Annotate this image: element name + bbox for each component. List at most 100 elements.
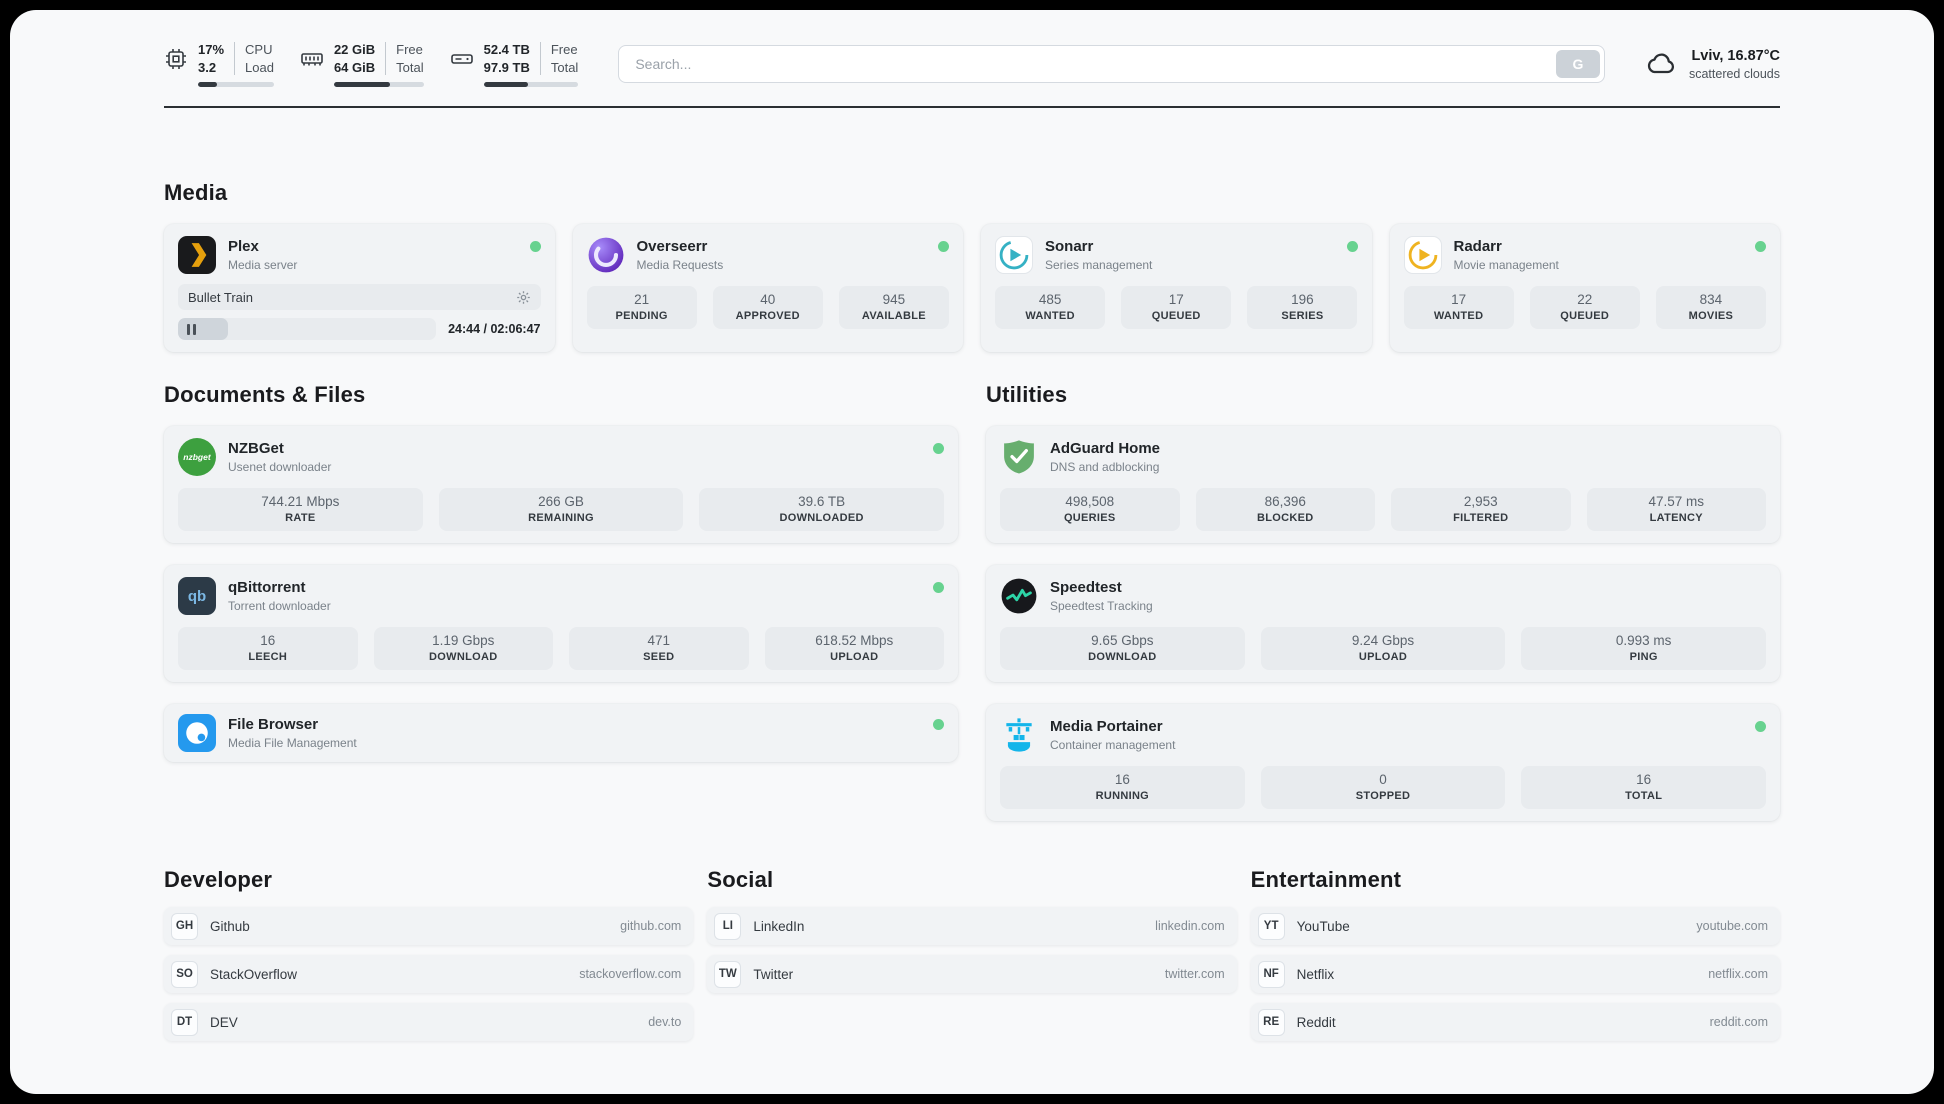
app-card-radarr[interactable]: Radarr Movie management 17 WANTED 22 QUE… — [1389, 224, 1780, 352]
stat-label: LATENCY — [1649, 512, 1703, 524]
stat-queued: 17 QUEUED — [1121, 286, 1232, 329]
stat-ping: 0.993 ms PING — [1521, 627, 1766, 670]
filebrowser-icon — [178, 714, 216, 752]
app-subtitle: Media File Management — [228, 736, 357, 750]
app-card-qbittorrent[interactable]: qb qBittorrent Torrent downloader 16 LEE… — [164, 565, 958, 682]
disk-progress-bar — [483, 81, 579, 87]
bookmark-url: youtube.com — [1696, 919, 1768, 933]
stat-wanted: 17 WANTED — [1403, 286, 1514, 329]
status-dot — [933, 719, 944, 730]
bookmark-reddit[interactable]: RE Reddit reddit.com — [1250, 1003, 1780, 1041]
ram-icon — [300, 42, 324, 71]
bookmark-github[interactable]: GH Github github.com — [164, 907, 694, 945]
search-input[interactable] — [623, 56, 1556, 72]
stat-queries: 498,508 QUERIES — [1000, 488, 1180, 531]
app-subtitle: Usenet downloader — [228, 460, 332, 474]
overseerr-icon — [587, 236, 625, 274]
stat-label: QUEUED — [1151, 310, 1201, 322]
stat-value: 0.993 ms — [1615, 633, 1672, 648]
app-card-adguard[interactable]: AdGuard Home DNS and adblocking 498,508 … — [986, 426, 1780, 543]
weather-condition: scattered clouds — [1688, 66, 1780, 81]
search-engine-button[interactable]: G — [1555, 50, 1600, 78]
bookmark-netflix[interactable]: NF Netflix netflix.com — [1250, 955, 1780, 993]
stat-value: 9.65 Gbps — [1091, 633, 1154, 648]
stat-running: 16 RUNNING — [1000, 766, 1245, 809]
gear-icon[interactable] — [516, 290, 531, 305]
stat-label: DOWNLOADED — [779, 512, 864, 524]
portainer-icon — [1000, 716, 1038, 754]
bookmark-youtube[interactable]: YT YouTube youtube.com — [1250, 907, 1780, 945]
stat-value: 16 — [1114, 772, 1130, 787]
stat-value: 744.21 Mbps — [261, 494, 340, 509]
stat-value: 485 — [1038, 292, 1062, 307]
app-subtitle: Container management — [1050, 738, 1176, 752]
header-bar: 17% 3.2 CPU Load — [164, 36, 1780, 92]
cpu-load-value: 3.2 — [198, 59, 217, 75]
stat-value: 0 — [1379, 772, 1387, 787]
stat-label: WANTED — [1025, 310, 1075, 322]
stat-label: QUERIES — [1063, 512, 1116, 524]
stat-filtered: 2,953 FILTERED — [1391, 488, 1571, 531]
app-name: Plex — [228, 238, 259, 255]
bookmark-stackoverflow[interactable]: SO StackOverflow stackoverflow.com — [164, 955, 694, 993]
cpu-label: CPU — [245, 41, 273, 57]
bookmark-name: StackOverflow — [210, 966, 298, 982]
app-name: Media Portainer — [1050, 718, 1163, 735]
stat-label: UPLOAD — [830, 651, 879, 663]
weather-widget: Lviv, 16.87°C scattered clouds — [1645, 48, 1780, 81]
bookmark-name: Reddit — [1296, 1014, 1336, 1030]
status-dot — [933, 582, 944, 593]
stat-value: 266 GB — [538, 494, 584, 509]
stat-value: 17 — [1451, 292, 1467, 307]
twitter-icon: TW — [714, 960, 742, 988]
stat-pending: 21 PENDING — [586, 286, 697, 329]
app-subtitle: Speedtest Tracking — [1050, 599, 1153, 613]
app-name: Overseerr — [636, 238, 708, 255]
app-card-speedtest[interactable]: Speedtest Speedtest Tracking 9.65 Gbps D… — [986, 565, 1780, 682]
stat-value: 39.6 TB — [798, 494, 846, 509]
stat-value: 834 — [1699, 292, 1723, 307]
stat-label: FILTERED — [1453, 512, 1509, 524]
bookmark-name: Netflix — [1296, 966, 1335, 982]
stat-value: 16 — [1636, 772, 1652, 787]
bookmark-dev[interactable]: DT DEV dev.to — [164, 1003, 694, 1041]
cloud-icon — [1645, 48, 1677, 80]
app-card-nzbget[interactable]: nzbget NZBGet Usenet downloader 744.21 M… — [164, 426, 958, 543]
speedtest-icon — [1000, 577, 1038, 615]
stat-rate: 744.21 Mbps RATE — [178, 488, 423, 531]
bookmark-url: twitter.com — [1164, 967, 1225, 981]
disk-total-label: Total — [550, 59, 579, 75]
metric-divider — [385, 41, 387, 75]
app-name: Radarr — [1453, 238, 1502, 255]
app-subtitle: Movie management — [1453, 258, 1559, 272]
bookmark-url: dev.to — [648, 1015, 682, 1029]
bookmark-linkedin[interactable]: LI LinkedIn linkedin.com — [707, 907, 1237, 945]
nzbget-icon: nzbget — [178, 438, 216, 476]
app-card-sonarr[interactable]: Sonarr Series management 485 WANTED 17 Q… — [981, 224, 1372, 352]
youtube-icon: YT — [1257, 912, 1285, 940]
app-name: Sonarr — [1045, 238, 1094, 255]
section-developer: Developer GH Github github.com SO StackO… — [164, 867, 694, 1041]
stat-value: 21 — [634, 292, 650, 307]
app-name: qBittorrent — [228, 579, 306, 596]
section-title-developer: Developer — [164, 867, 273, 892]
stat-value: 2,953 — [1463, 494, 1498, 509]
dashboard-window: 17% 3.2 CPU Load — [10, 10, 1934, 1094]
app-card-plex[interactable]: Plex Media server Bullet Train — [164, 224, 555, 352]
stat-leech: 16 LEECH — [178, 627, 358, 670]
app-card-overseerr[interactable]: Overseerr Media Requests 21 PENDING 40 A… — [572, 224, 963, 352]
pause-icon[interactable] — [187, 323, 196, 335]
bookmark-name: Twitter — [753, 966, 794, 982]
bookmark-twitter[interactable]: TW Twitter twitter.com — [707, 955, 1237, 993]
hard-drive-icon — [450, 42, 474, 71]
stat-value: 196 — [1291, 292, 1314, 307]
bookmark-name: DEV — [210, 1014, 238, 1030]
stat-label: AVAILABLE — [861, 310, 926, 322]
section-title-utilities: Utilities — [986, 382, 1068, 407]
app-subtitle: Media Requests — [636, 258, 724, 272]
app-card-portainer[interactable]: Media Portainer Container management 16 … — [986, 704, 1780, 821]
cpu-load-label: Load — [245, 59, 274, 75]
app-card-filebrowser[interactable]: File Browser Media File Management — [164, 704, 958, 762]
github-icon: GH — [171, 912, 198, 940]
search-bar: G — [618, 45, 1605, 83]
